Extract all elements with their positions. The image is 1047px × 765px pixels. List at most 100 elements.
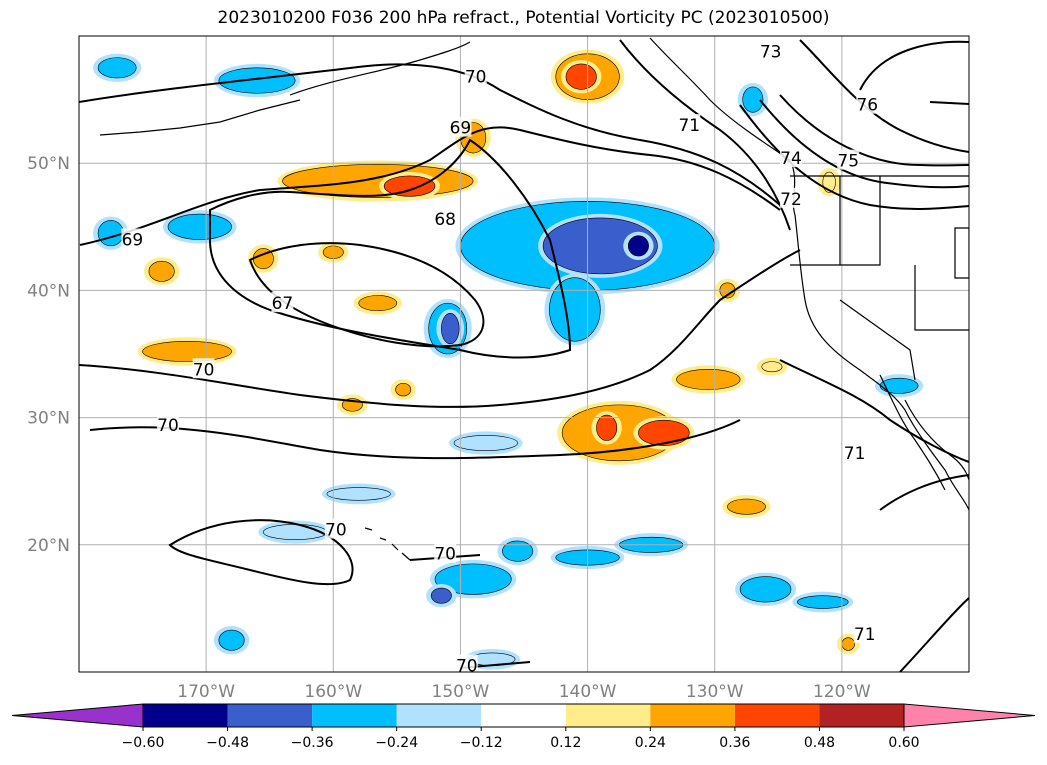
blue-blob [542, 217, 658, 275]
colorbar-segment [396, 704, 482, 727]
colorbar-segment [143, 704, 228, 727]
warm-blob [358, 295, 398, 312]
contour-label: 74 [780, 149, 802, 169]
graticule [79, 36, 969, 672]
contour-label-bg [759, 40, 782, 61]
blue-blob [263, 524, 328, 541]
map-title: 2023010200 F036 200 hPa refract., Potent… [217, 8, 830, 28]
colorbar-tick-label: 0.48 [804, 735, 835, 751]
warm-blob [676, 368, 741, 390]
contour-label-bg [843, 442, 866, 463]
warm-blob [727, 498, 766, 515]
contour-label: 76 [856, 96, 878, 116]
blue-blob [97, 57, 137, 79]
longitude-labels: 170°W 160°W 150°W 140°W 130°W 120°W [177, 682, 871, 702]
contour-label-bg [780, 147, 802, 168]
contour-label: 69 [122, 231, 144, 251]
contour-label-bg [449, 116, 472, 137]
contour-label: 70 [434, 545, 456, 565]
blue-blob [97, 220, 124, 247]
contour-labels: 73 76 70 71 69 74 75 72 68 69 67 70 70 71 70 70 71 70 [121, 40, 879, 677]
contour-label-bg [192, 358, 215, 379]
lon-tick-label: 160°W [304, 682, 362, 702]
blue-blob [167, 213, 232, 240]
pv-shading [93, 49, 924, 670]
blue-blob [549, 277, 601, 342]
contour-label-bg [271, 292, 294, 313]
hawaii-islands [364, 527, 411, 561]
contour-71-east [779, 359, 969, 463]
contour-label-bg [853, 622, 876, 643]
contour-label: 67 [272, 294, 294, 314]
colorbar-segment [227, 704, 313, 727]
contour-label-bg [434, 208, 457, 229]
contour-label: 71 [844, 444, 866, 464]
baja-coast [879, 374, 946, 491]
warm-blob [142, 340, 232, 362]
contour-label-bg [121, 228, 144, 249]
lon-tick-label: 140°W [559, 682, 617, 702]
us-state-border-5 [954, 227, 969, 279]
contour-72 [739, 104, 969, 210]
contour-73 [799, 39, 969, 153]
contour-70-mid [79, 249, 801, 408]
colorbar-extend-max [903, 703, 1036, 728]
warm-blob [383, 175, 436, 197]
warm-blob [822, 171, 836, 193]
us-west-coast [794, 214, 969, 511]
refractivity-contours [79, 39, 969, 672]
contour-76 [859, 40, 969, 105]
contour-70-north [79, 63, 781, 206]
lon-tick-label: 130°W [686, 682, 744, 702]
blue-blob [502, 540, 534, 562]
us-state-border-4 [914, 265, 969, 331]
blue-blob [739, 576, 792, 603]
colorbar-segment [312, 704, 397, 727]
blue-blob [326, 487, 391, 501]
contour-label: 71 [854, 625, 876, 645]
colorbar-tick-label: 0.60 [888, 735, 919, 751]
colorbar-tick-label: 0.12 [550, 735, 581, 751]
lon-tick-label: 120°W [813, 682, 871, 702]
contour-label: 72 [780, 190, 802, 210]
warm-blob [596, 414, 618, 441]
colorbar-tick-label: 0.24 [635, 735, 666, 751]
contour-label-bg [324, 518, 347, 539]
blue-blob [742, 86, 764, 113]
contour-label: 75 [837, 152, 859, 172]
contour-label-bg [837, 149, 860, 170]
latitude-labels: 50°N 40°N 30°N 20°N [27, 154, 70, 556]
colorbar-tick-label: −0.36 [291, 735, 334, 751]
us-state-border-3 [839, 299, 916, 381]
warm-blob [761, 361, 783, 373]
contour-74 [759, 99, 969, 189]
warm-blob [841, 637, 855, 651]
aleutian-chain [99, 99, 301, 136]
contour-label-bg [455, 654, 478, 675]
warm-blob [638, 419, 690, 446]
contour-label: 70 [456, 657, 478, 677]
contour-label: 68 [434, 210, 456, 230]
contour-70-hawaii [168, 519, 354, 586]
colorbar-segment [650, 704, 735, 727]
contour-label: 69 [450, 119, 472, 139]
blue-blob [627, 235, 649, 257]
colorbar-tick-label: −0.12 [460, 735, 503, 751]
contour-label: 71 [678, 116, 700, 136]
warm-blob [565, 63, 597, 90]
contour-label-bg [434, 542, 457, 563]
contour-label-bg [157, 414, 179, 435]
blue-blob [441, 312, 460, 345]
colorbar-extend-min [11, 703, 144, 728]
warm-blob [395, 382, 412, 397]
blue-blob [434, 563, 512, 595]
colorbar-tick-label: −0.48 [206, 735, 249, 751]
contour-69 [79, 126, 781, 246]
blue-blob [218, 629, 245, 651]
contour-label-bg [856, 93, 879, 114]
blue-blob [797, 595, 849, 609]
contour-label: 70 [157, 416, 179, 436]
contour-label: 73 [760, 42, 782, 62]
contour-label: 70 [325, 521, 347, 541]
